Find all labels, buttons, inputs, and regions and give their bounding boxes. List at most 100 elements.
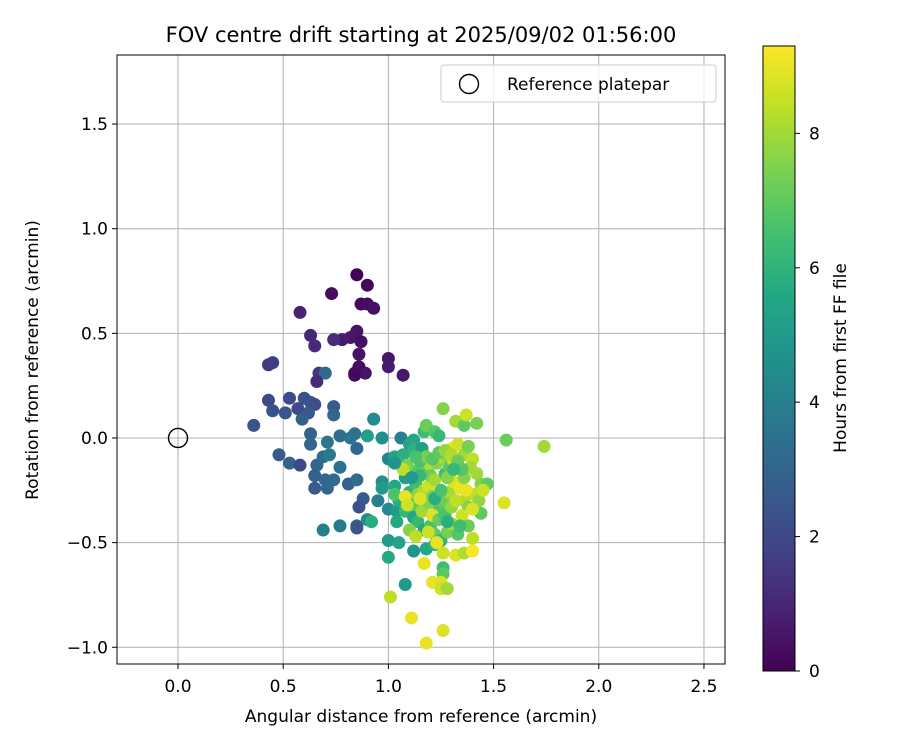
data-point xyxy=(461,439,475,453)
colorbar-tick-label: 8 xyxy=(809,124,820,144)
data-point xyxy=(291,402,305,416)
data-point xyxy=(352,347,366,361)
data-point xyxy=(466,531,480,545)
data-point xyxy=(400,498,414,512)
data-point xyxy=(409,529,423,543)
data-point xyxy=(436,402,450,416)
legend-reference-marker xyxy=(458,73,480,95)
data-point xyxy=(436,624,450,638)
data-point xyxy=(371,494,385,508)
data-point xyxy=(354,335,368,349)
data-point xyxy=(304,437,318,451)
data-point xyxy=(310,374,324,388)
data-point xyxy=(327,408,341,422)
data-point xyxy=(459,408,473,422)
data-point xyxy=(358,366,372,380)
data-point xyxy=(308,339,322,353)
data-point xyxy=(407,544,421,558)
data-point xyxy=(367,412,381,426)
colorbar-ticks: 0 2 4 6 8 xyxy=(795,124,820,682)
data-point xyxy=(457,418,471,432)
data-point xyxy=(381,534,395,548)
data-point xyxy=(375,431,389,445)
data-point xyxy=(304,328,318,342)
data-point xyxy=(436,546,450,560)
data-point xyxy=(350,473,364,487)
y-tick-label: 0.0 xyxy=(81,429,108,449)
reference-marker-layer xyxy=(167,427,189,449)
data-point xyxy=(266,356,280,370)
x-axis-label: Angular distance from reference (arcmin) xyxy=(245,707,597,727)
data-point xyxy=(470,416,484,430)
data-point xyxy=(392,536,406,550)
x-tick-label: 2.0 xyxy=(585,677,612,697)
data-point xyxy=(383,590,397,604)
data-point xyxy=(447,462,461,476)
data-point xyxy=(266,404,280,418)
data-point xyxy=(333,460,347,474)
data-point xyxy=(261,393,275,407)
colorbar-label: Hours from first FF file xyxy=(831,263,851,453)
data-point xyxy=(451,437,465,451)
data-point xyxy=(476,483,490,497)
data-point xyxy=(381,550,395,564)
data-point xyxy=(430,536,444,550)
y-axis-label: Rotation from reference (arcmin) xyxy=(23,220,43,500)
legend-box xyxy=(440,64,717,103)
x-tick-label: 1.5 xyxy=(480,677,507,697)
data-point xyxy=(293,305,307,319)
data-point xyxy=(278,406,292,420)
data-point xyxy=(325,287,339,301)
legend: Reference platepar xyxy=(440,64,717,103)
x-tick-label: 2.5 xyxy=(690,677,717,697)
data-point xyxy=(322,448,336,462)
data-point xyxy=(365,515,379,529)
data-point xyxy=(350,268,364,282)
data-point xyxy=(304,427,318,441)
data-point xyxy=(360,278,374,292)
data-point xyxy=(375,481,389,495)
data-point xyxy=(381,360,395,374)
y-tick-label: −0.5 xyxy=(67,534,108,554)
colorbar: 0 2 4 6 8 Hours from first FF file xyxy=(762,45,851,682)
data-point xyxy=(398,577,412,591)
data-point xyxy=(320,435,334,449)
data-point xyxy=(390,515,404,529)
reference-platepar-marker xyxy=(167,427,189,449)
data-point xyxy=(405,611,419,625)
data-point xyxy=(413,492,427,506)
data-point xyxy=(350,441,364,455)
y-tick-label: 1.5 xyxy=(81,115,108,135)
data-point xyxy=(350,521,364,535)
data-point xyxy=(449,494,463,508)
colorbar-gradient xyxy=(762,45,796,672)
colorbar-tick-label: 4 xyxy=(809,393,820,413)
data-point xyxy=(316,523,330,537)
data-point xyxy=(432,429,446,443)
data-point xyxy=(247,418,261,432)
data-point xyxy=(405,471,419,485)
data-point xyxy=(421,525,435,539)
x-tick-label: 1.0 xyxy=(375,677,402,697)
data-point xyxy=(388,487,402,501)
data-points xyxy=(247,268,551,650)
data-point xyxy=(327,333,341,347)
data-point xyxy=(419,636,433,650)
data-point xyxy=(407,433,421,447)
y-tick-label: 0.5 xyxy=(81,324,108,344)
data-point xyxy=(360,429,374,443)
data-point xyxy=(293,458,307,472)
data-point xyxy=(283,391,297,405)
data-point xyxy=(308,469,322,483)
data-point xyxy=(318,366,332,380)
data-point xyxy=(499,433,513,447)
y-axis-ticks: −1.0 −0.5 0.0 0.5 1.0 1.5 xyxy=(67,115,117,658)
data-point xyxy=(459,483,473,497)
data-point xyxy=(352,500,366,514)
data-point xyxy=(272,448,286,462)
data-point xyxy=(466,544,480,558)
data-point xyxy=(320,481,334,495)
data-point xyxy=(455,508,469,522)
data-point xyxy=(537,439,551,453)
data-point xyxy=(417,557,431,571)
